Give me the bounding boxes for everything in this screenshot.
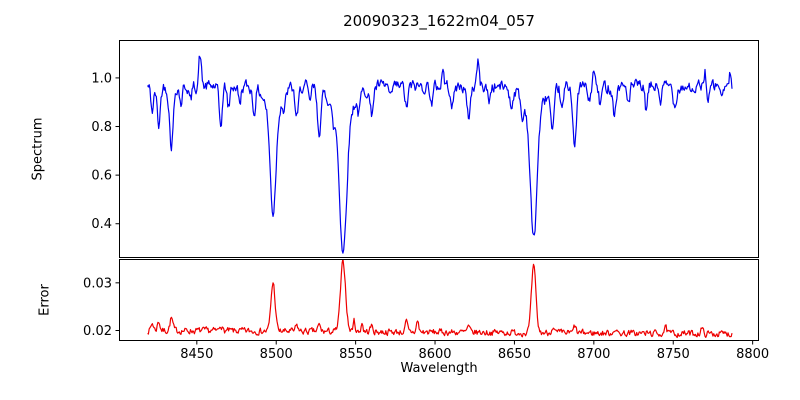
spectrum-panel-border bbox=[119, 40, 759, 258]
x-tick-label: 8600 bbox=[418, 347, 451, 362]
x-tick-label: 8650 bbox=[498, 347, 531, 362]
spectrum-y-tick-label: 0.8 bbox=[91, 120, 112, 135]
spectrum-line bbox=[147, 55, 733, 254]
error-panel-border bbox=[119, 259, 759, 341]
x-tick-label: 8500 bbox=[260, 347, 293, 362]
spectrum-y-tick-label: 0.6 bbox=[91, 169, 112, 184]
chart-title: 20090323_1622m04_057 bbox=[343, 12, 535, 30]
x-tick-label: 8800 bbox=[736, 347, 769, 362]
spectrum-y-tick-label: 0.4 bbox=[91, 217, 112, 232]
x-tick-label: 8550 bbox=[339, 347, 372, 362]
x-tick-label: 8450 bbox=[180, 347, 213, 362]
x-axis-label: Wavelength bbox=[400, 361, 478, 376]
spectrum-y-tick-label: 1.0 bbox=[91, 71, 112, 86]
error-y-tick-label: 0.02 bbox=[83, 324, 112, 339]
error-line bbox=[147, 259, 733, 339]
error-y-tick-label: 0.03 bbox=[83, 276, 112, 291]
x-tick-label: 8700 bbox=[577, 347, 610, 362]
x-tick-label: 8750 bbox=[657, 347, 690, 362]
